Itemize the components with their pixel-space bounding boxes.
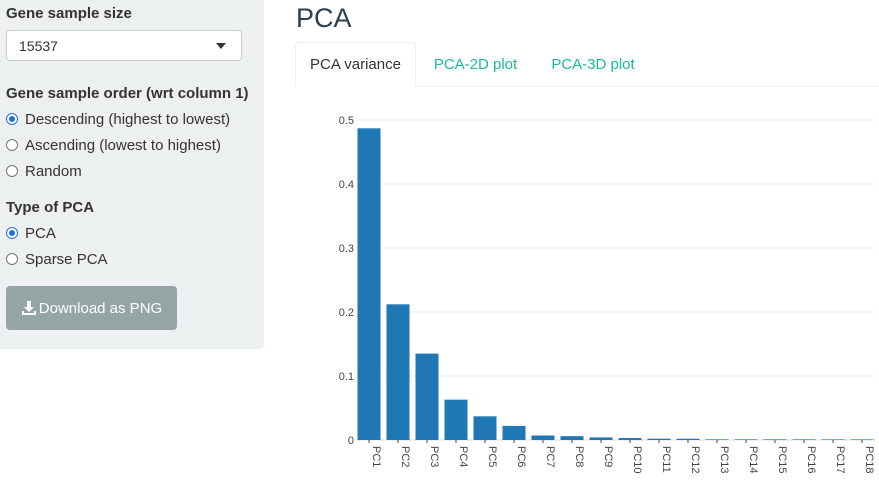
download-button-label: Download as PNG bbox=[38, 299, 163, 317]
bar-pc10[interactable] bbox=[618, 438, 642, 440]
y-tick-label: 0.4 bbox=[339, 179, 354, 191]
chart-y-axis: 0 0.1 0.2 0.3 0.4 0.5 bbox=[339, 115, 354, 447]
bar-pc12[interactable] bbox=[676, 438, 700, 440]
sidebar-panel: Gene sample size 15537 Gene sample order… bbox=[0, 0, 264, 349]
x-tick-label: PC15 bbox=[776, 446, 788, 474]
y-tick-label: 0.2 bbox=[339, 307, 354, 319]
y-tick-label: 0 bbox=[348, 435, 354, 447]
x-tick-label: PC1 bbox=[370, 446, 382, 467]
x-tick-label: PC10 bbox=[631, 446, 643, 474]
chevron-down-icon bbox=[216, 43, 226, 49]
bar-pc4[interactable] bbox=[444, 399, 468, 440]
radio-button-pca[interactable] bbox=[6, 227, 18, 239]
y-tick-label: 0.1 bbox=[339, 371, 354, 383]
page-title: PCA bbox=[296, 3, 352, 33]
order-option-random[interactable]: Random bbox=[6, 161, 82, 181]
x-tick-label: PC6 bbox=[515, 446, 527, 467]
x-tick-label: PC17 bbox=[834, 446, 846, 474]
x-tick-label: PC3 bbox=[428, 446, 440, 467]
tab-bar: PCA variance PCA-2D plot PCA-3D plot bbox=[295, 42, 879, 87]
x-tick-label: PC5 bbox=[486, 446, 498, 467]
x-tick-label: PC7 bbox=[544, 446, 556, 467]
y-tick-label: 0.3 bbox=[339, 243, 354, 255]
bar-pc14[interactable] bbox=[734, 439, 758, 440]
radio-button-random[interactable] bbox=[6, 165, 18, 177]
type-of-pca-label: Type of PCA bbox=[6, 199, 95, 216]
download-png-button[interactable]: Download as PNG bbox=[6, 286, 177, 330]
bar-pc5[interactable] bbox=[473, 416, 497, 440]
gene-sample-size-select[interactable]: 15537 bbox=[6, 30, 242, 61]
order-option-ascending[interactable]: Ascending (lowest to highest) bbox=[6, 135, 221, 155]
bar-pc13[interactable] bbox=[705, 439, 729, 440]
radio-button-ascending[interactable] bbox=[6, 139, 18, 151]
gene-sample-order-label: Gene sample order (wrt column 1) bbox=[6, 85, 249, 102]
order-option-label: Descending (highest to lowest) bbox=[25, 110, 231, 128]
gene-sample-size-label: Gene sample size bbox=[6, 5, 132, 22]
tab-pca-2d-plot[interactable]: PCA-2D plot bbox=[433, 55, 518, 73]
bar-pc1[interactable] bbox=[357, 128, 381, 440]
x-tick-label: PC4 bbox=[457, 446, 469, 467]
gene-sample-size-value: 15537 bbox=[19, 38, 58, 54]
x-tick-label: PC13 bbox=[718, 446, 730, 474]
x-tick-label: PC11 bbox=[660, 446, 672, 473]
bar-pc7[interactable] bbox=[531, 435, 555, 440]
bar-pc11[interactable] bbox=[647, 438, 671, 440]
bar-pc6[interactable] bbox=[502, 425, 526, 440]
order-option-label: Ascending (lowest to highest) bbox=[25, 136, 221, 154]
pca-type-option-label: Sparse PCA bbox=[25, 250, 108, 268]
bar-pc18[interactable] bbox=[850, 439, 874, 440]
pca-variance-chart: 00.10.20.30.40.5 PC1 PC2 PC3 PC4 PC5 PC6 PC7 PC… bbox=[339, 115, 875, 474]
x-tick-label: PC16 bbox=[805, 446, 817, 474]
order-option-descending[interactable]: Descending (highest to lowest) bbox=[6, 109, 230, 129]
pca-type-option-pca[interactable]: PCA bbox=[6, 223, 56, 243]
radio-button-descending[interactable] bbox=[6, 113, 18, 125]
x-tick-label: PC14 bbox=[747, 446, 759, 474]
bar-pc16[interactable] bbox=[792, 439, 816, 440]
tab-pca-variance[interactable]: PCA variance bbox=[295, 42, 416, 87]
x-tick-label: PC18 bbox=[863, 446, 875, 474]
bar-pc17[interactable] bbox=[821, 439, 845, 440]
download-icon bbox=[21, 301, 36, 315]
pca-type-option-sparse[interactable]: Sparse PCA bbox=[6, 249, 108, 269]
x-tick-label: PC8 bbox=[573, 446, 585, 467]
bar-pc15[interactable] bbox=[763, 439, 787, 440]
x-tick-label: PC9 bbox=[602, 446, 614, 467]
pca-type-option-label: PCA bbox=[25, 224, 56, 242]
y-tick-label: 0.5 bbox=[339, 115, 354, 127]
bar-pc9[interactable] bbox=[589, 437, 613, 440]
bar-pc3[interactable] bbox=[415, 353, 439, 440]
chart-x-axis: PC1 PC2 PC3 PC4 PC5 PC6 PC7 PC8 PC9 PC10 PC11 PC12 P… bbox=[368, 440, 875, 474]
x-tick-label: PC12 bbox=[689, 446, 701, 474]
bar-pc2[interactable] bbox=[386, 304, 410, 440]
tab-pca-3d-plot[interactable]: PCA-3D plot bbox=[551, 55, 635, 73]
x-tick-label: PC2 bbox=[399, 446, 411, 467]
bar-pc8[interactable] bbox=[560, 436, 584, 440]
chart-gridlines bbox=[356, 119, 875, 441]
radio-button-sparse-pca[interactable] bbox=[6, 253, 18, 265]
chart-bars bbox=[357, 128, 874, 440]
order-option-label: Random bbox=[25, 162, 82, 180]
